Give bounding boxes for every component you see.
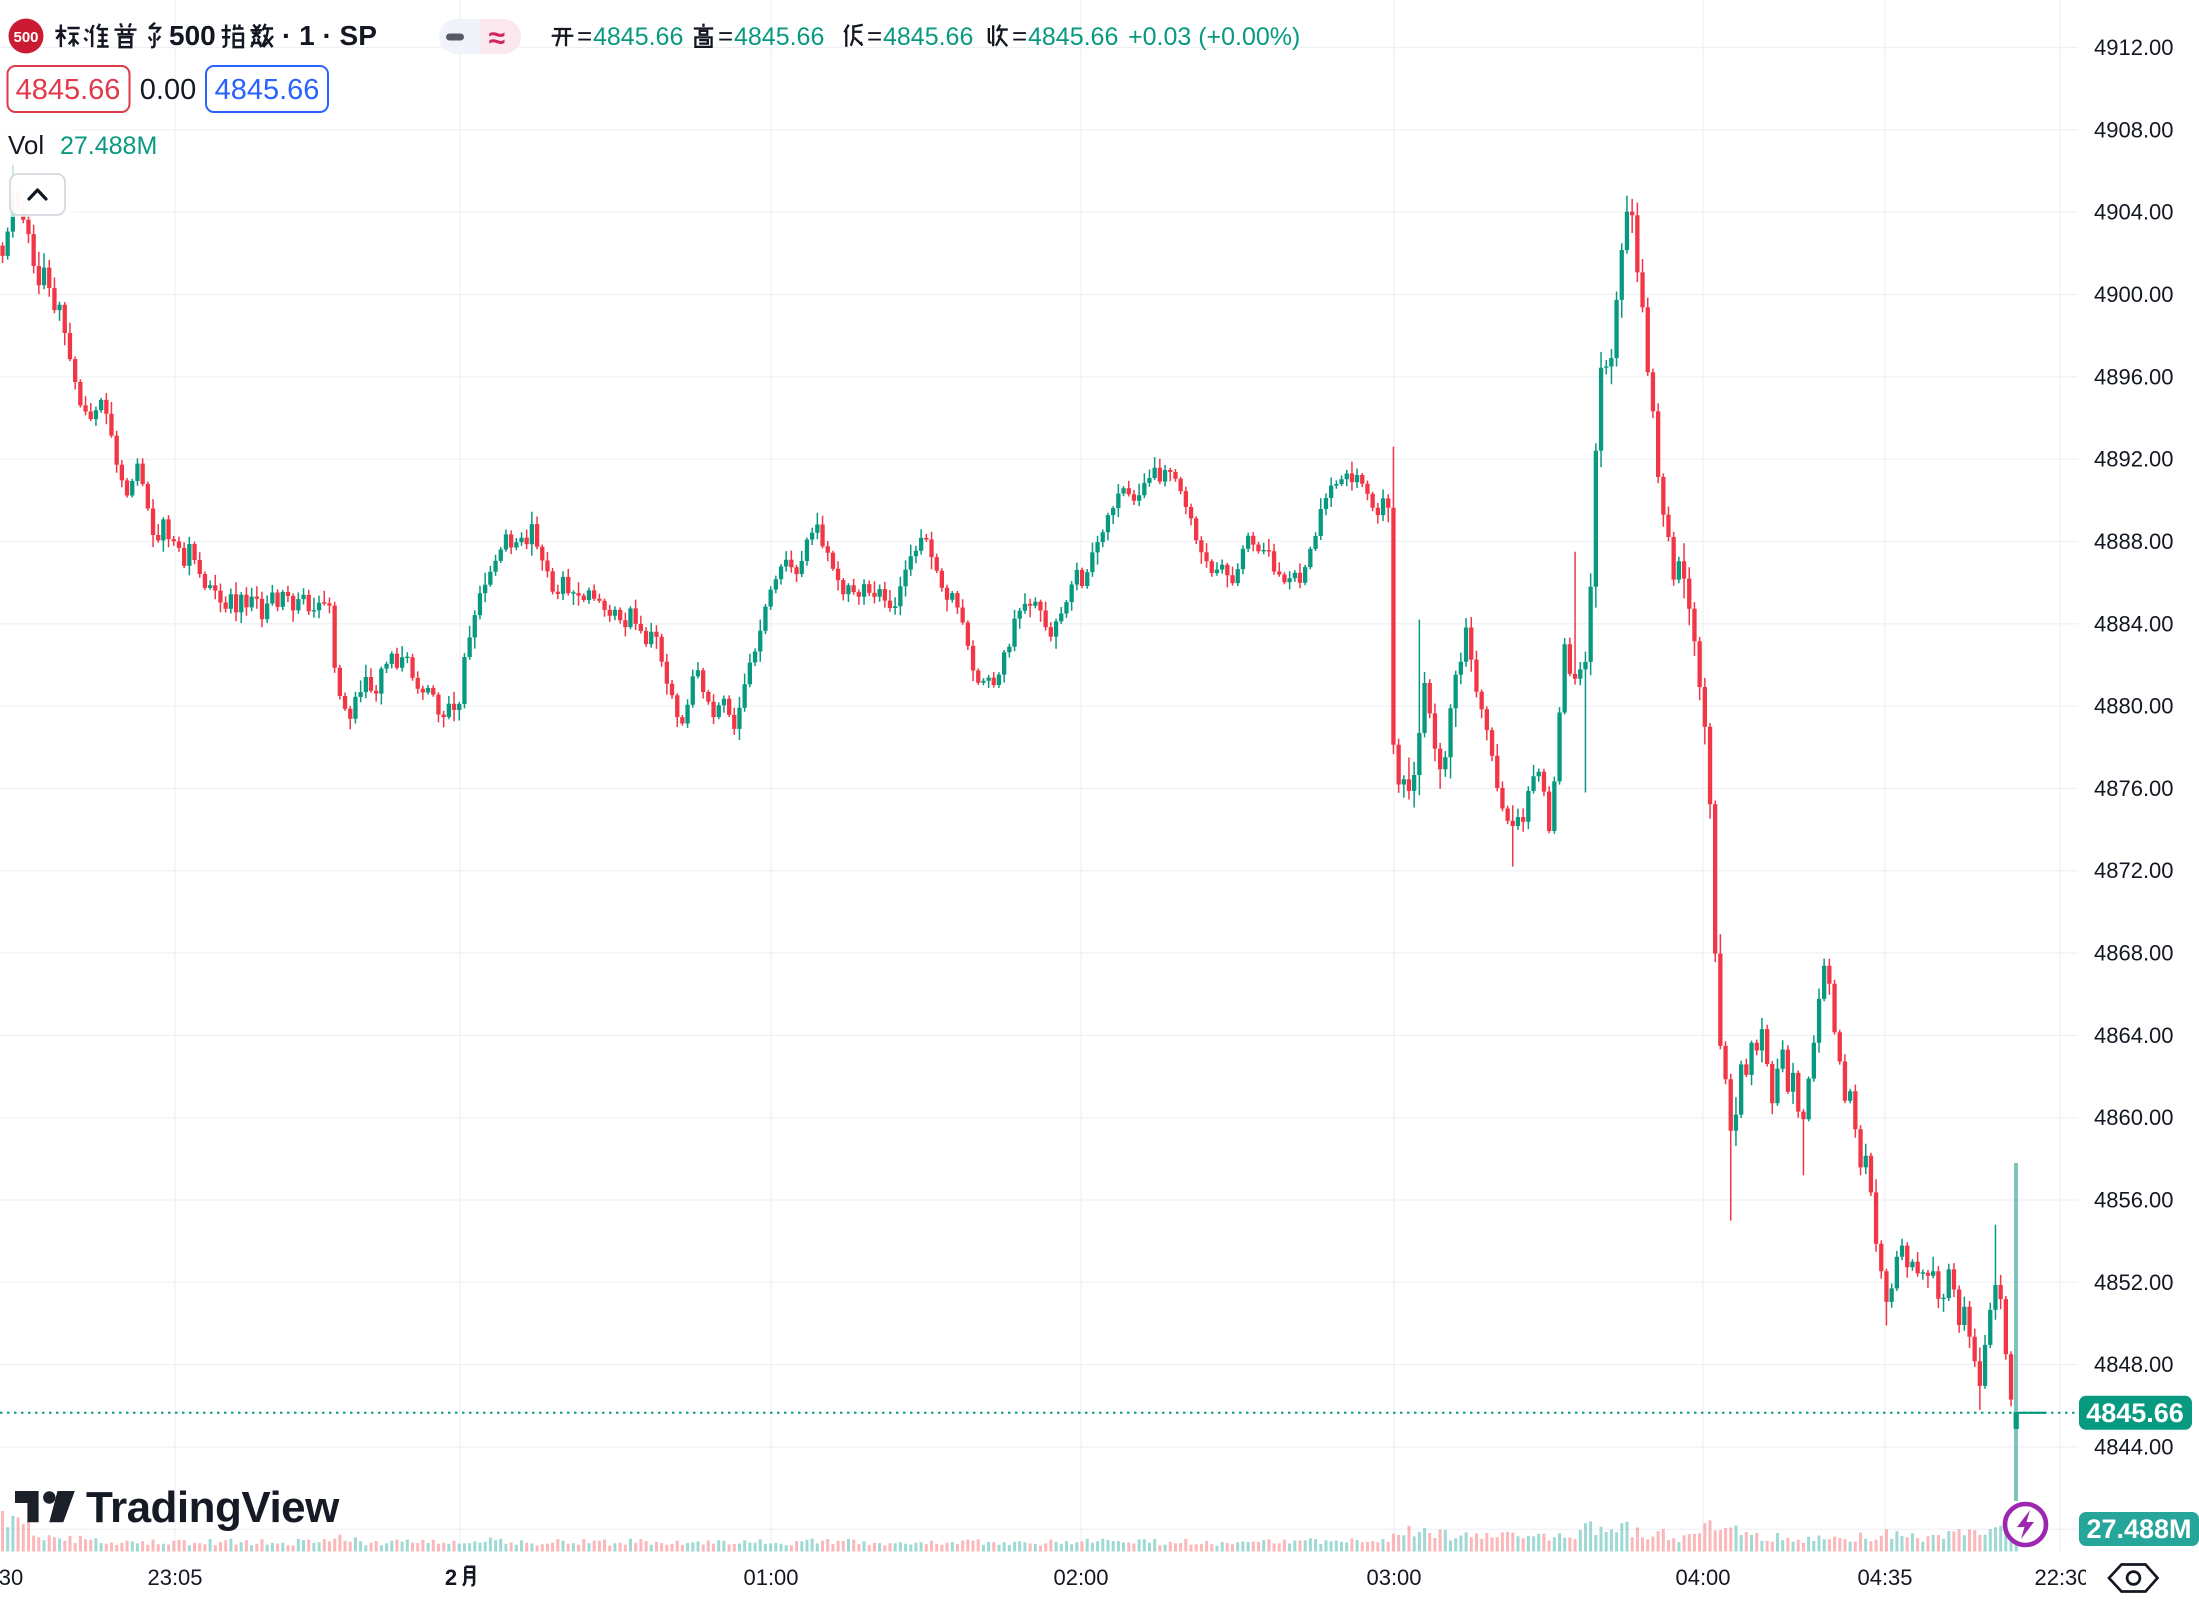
svg-text:03:00: 03:00	[1366, 1565, 1421, 1590]
svg-text:4868.00: 4868.00	[2094, 941, 2174, 966]
svg-text:4876.00: 4876.00	[2094, 776, 2174, 801]
svg-text:4864.00: 4864.00	[2094, 1023, 2174, 1048]
svg-text:4845.66: 4845.66	[2086, 1398, 2184, 1428]
svg-text:4845.66: 4845.66	[16, 74, 121, 106]
svg-text:27.488M: 27.488M	[60, 132, 157, 160]
svg-text:4892.00: 4892.00	[2094, 447, 2174, 472]
svg-text:· 1 · SP: · 1 · SP	[282, 20, 377, 51]
svg-text:2: 2	[445, 1565, 457, 1590]
svg-text:02:00: 02:00	[1053, 1565, 1108, 1590]
svg-text:4845.66: 4845.66	[593, 23, 683, 51]
svg-text:01:00: 01:00	[743, 1565, 798, 1590]
svg-text:04:00: 04:00	[1675, 1565, 1730, 1590]
svg-text:4845.66: 4845.66	[883, 23, 973, 51]
svg-text:4845.66: 4845.66	[215, 74, 320, 106]
svg-text:4888.00: 4888.00	[2094, 529, 2174, 554]
svg-text:4856.00: 4856.00	[2094, 1188, 2174, 1213]
svg-text:TradingView: TradingView	[86, 1483, 340, 1532]
svg-text:0.00: 0.00	[140, 74, 196, 106]
svg-text:22:30: 22:30	[2034, 1565, 2089, 1590]
svg-text:+0.03 (+0.00%): +0.03 (+0.00%)	[1128, 23, 1300, 51]
svg-text:500: 500	[169, 20, 216, 51]
svg-text:4884.00: 4884.00	[2094, 611, 2174, 636]
svg-text:4880.00: 4880.00	[2094, 694, 2174, 719]
svg-text:4872.00: 4872.00	[2094, 858, 2174, 883]
svg-text:4904.00: 4904.00	[2094, 200, 2174, 225]
svg-text:4860.00: 4860.00	[2094, 1105, 2174, 1130]
svg-text:=: =	[1012, 21, 1027, 51]
svg-text:=: =	[718, 21, 733, 51]
svg-text:4845.66: 4845.66	[1028, 23, 1118, 51]
svg-text:30: 30	[0, 1565, 23, 1590]
svg-text:=: =	[577, 21, 592, 51]
svg-text:4900.00: 4900.00	[2094, 282, 2174, 307]
svg-text:04:35: 04:35	[1857, 1565, 1912, 1590]
svg-text:=: =	[867, 21, 882, 51]
svg-text:4852.00: 4852.00	[2094, 1270, 2174, 1295]
svg-text:4845.66: 4845.66	[734, 23, 824, 51]
svg-text:4896.00: 4896.00	[2094, 364, 2174, 389]
svg-text:23:05: 23:05	[147, 1565, 202, 1590]
svg-text:4848.00: 4848.00	[2094, 1352, 2174, 1377]
svg-text:4908.00: 4908.00	[2094, 117, 2174, 142]
svg-text:Vol: Vol	[8, 130, 44, 160]
svg-text:4844.00: 4844.00	[2094, 1435, 2174, 1460]
svg-text:≈: ≈	[489, 22, 505, 55]
svg-text:4912.00: 4912.00	[2094, 35, 2174, 60]
svg-text:27.488M: 27.488M	[2086, 1514, 2191, 1544]
svg-text:500: 500	[13, 29, 38, 46]
